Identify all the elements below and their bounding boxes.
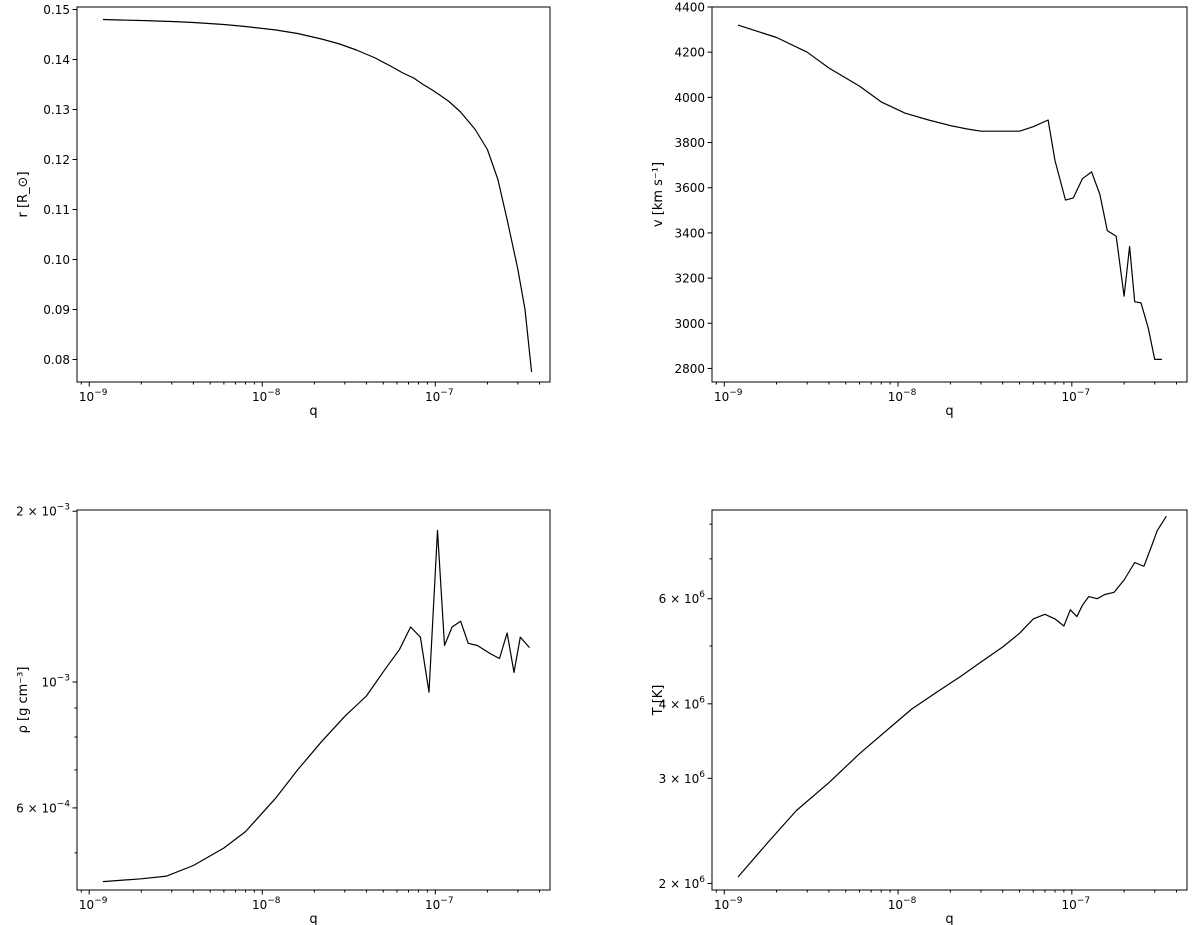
y-axis-label: r [R_⊙]: [16, 171, 31, 217]
temperature-series-line: [737, 515, 1167, 878]
y-tick-label: 4 × 106: [659, 695, 706, 711]
x-axis-label: q: [309, 404, 317, 419]
x-tick-label: 10−8: [252, 388, 281, 404]
y-tick-label: 3 × 106: [659, 770, 706, 786]
x-tick-label-base: 10: [252, 390, 267, 404]
x-tick-label-exp: −7: [1077, 896, 1090, 906]
x-tick-label-base: 10: [252, 898, 267, 912]
x-tick-label-exp: −7: [440, 896, 453, 906]
y-tick-label: 10−3: [41, 674, 70, 690]
radius-plot-frame: [76, 6, 551, 383]
y-tick-label-exp: −4: [57, 799, 71, 809]
y-tick-label: 3800: [674, 136, 705, 150]
velocity-series-line: [737, 24, 1162, 360]
y-tick-label: 3200: [674, 272, 705, 286]
x-tick-label-exp: −8: [267, 388, 281, 398]
x-tick-label: 10−7: [425, 896, 454, 912]
x-tick-label-exp: −8: [267, 896, 281, 906]
y-tick-label-base: 4 × 10: [659, 697, 700, 711]
x-tick-label-base: 10: [888, 898, 903, 912]
y-tick-label: 0.09: [43, 303, 70, 317]
y-tick-label: 6 × 10−4: [16, 799, 70, 815]
radius-panel: 10−9 10−8 10−70.080.090.100.110.120.130.14…: [16, 3, 551, 419]
x-tick-label: 10−7: [425, 388, 454, 404]
x-tick-label-base: 10: [425, 390, 440, 404]
y-axis-label: T [K]: [651, 685, 666, 717]
x-tick-label: 10−9: [714, 896, 743, 912]
y-tick-label: 0.15: [43, 3, 70, 17]
x-tick-label-base: 10: [79, 898, 94, 912]
y-tick-label-base: 10: [41, 676, 56, 690]
velocity-panel: 10−9 10−8 10−72800300032003400360038004000…: [651, 1, 1188, 419]
y-tick-label-exp: 6: [699, 590, 705, 600]
x-tick-label-exp: −8: [903, 388, 917, 398]
y-tick-label-base: 2 × 10: [16, 505, 57, 519]
temperature-plot-frame: [711, 509, 1188, 891]
y-tick-label: 0.13: [43, 103, 70, 117]
x-tick-label: 10−8: [888, 388, 917, 404]
x-tick-label-exp: −9: [94, 388, 108, 398]
y-tick-label: 0.12: [43, 153, 70, 167]
x-tick-label: 10−9: [79, 388, 108, 404]
y-tick-label-base: 2 × 10: [659, 877, 700, 891]
y-tick-label: 3400: [674, 226, 705, 240]
x-tick-label: 10−9: [79, 896, 108, 912]
x-axis-label: q: [945, 404, 953, 419]
x-tick-label-base: 10: [1062, 898, 1077, 912]
y-tick-label: 0.08: [43, 353, 70, 367]
y-tick-label-exp: 6: [699, 875, 705, 885]
x-tick-label-exp: −7: [1077, 388, 1090, 398]
x-tick-label: 10−7: [1062, 388, 1091, 404]
y-tick-label-exp: 6: [699, 770, 705, 780]
x-axis-label: q: [309, 912, 317, 925]
y-tick-label: 0.14: [43, 53, 70, 67]
y-tick-label: 0.11: [43, 203, 70, 217]
x-tick-label-exp: −7: [440, 388, 453, 398]
y-tick-label: 6 × 106: [659, 590, 706, 606]
y-tick-label: 3000: [674, 317, 705, 331]
density-panel: 10−9 10−8 10−76 × 10−410−32 × 10−3qρ [g cm…: [16, 503, 551, 925]
velocity-plot-frame: [711, 6, 1188, 383]
y-tick-label-exp: −3: [57, 503, 70, 513]
x-tick-label-base: 10: [714, 390, 729, 404]
x-tick-label-base: 10: [888, 390, 903, 404]
x-tick-label: 10−9: [714, 388, 743, 404]
y-tick-label-base: 6 × 10: [659, 592, 700, 606]
y-tick-label: 2 × 10−3: [16, 503, 70, 519]
y-tick-label: 3600: [674, 181, 705, 195]
y-tick-label: 2800: [674, 362, 705, 376]
radius-series-line: [102, 18, 533, 373]
x-tick-label: 10−8: [888, 896, 917, 912]
y-tick-label-base: 6 × 10: [16, 801, 57, 815]
y-tick-label: 0.10: [43, 253, 70, 267]
x-tick-label-base: 10: [1062, 390, 1077, 404]
density-plot-frame: [76, 509, 551, 891]
y-tick-label: 4000: [674, 91, 705, 105]
x-tick-label-exp: −9: [94, 896, 108, 906]
y-axis-label: v [km s⁻¹]: [651, 162, 666, 227]
x-tick-label-base: 10: [714, 898, 729, 912]
x-tick-label-exp: −9: [729, 896, 743, 906]
y-tick-label-exp: −3: [57, 674, 70, 684]
x-tick-label-exp: −8: [903, 896, 917, 906]
x-tick-label-base: 10: [425, 898, 440, 912]
y-tick-label: 2 × 106: [659, 875, 706, 891]
x-axis-label: q: [945, 912, 953, 925]
y-axis-label: ρ [g cm⁻³]: [16, 667, 31, 734]
y-tick-label-exp: 6: [699, 695, 705, 705]
x-tick-label: 10−8: [252, 896, 281, 912]
x-tick-label-base: 10: [79, 390, 94, 404]
x-tick-label-exp: −9: [729, 388, 743, 398]
x-tick-label: 10−7: [1062, 896, 1091, 912]
y-tick-label: 4400: [674, 1, 705, 15]
y-tick-label: 4200: [674, 46, 705, 60]
density-series-line: [102, 529, 530, 883]
y-tick-label-base: 3 × 10: [659, 772, 700, 786]
